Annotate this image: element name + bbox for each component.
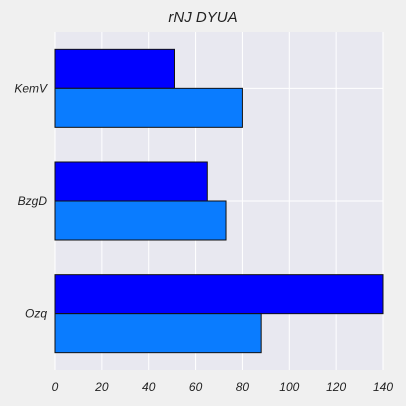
x-tick-label-6: 120 — [326, 380, 346, 394]
x-tick-label-1: 20 — [94, 380, 109, 394]
x-tick-label-0: 0 — [52, 380, 59, 394]
bar-bzgd-series-2 — [54, 161, 208, 202]
x-tick-label-7: 140 — [373, 380, 393, 394]
bar-bzgd-series-1 — [54, 200, 227, 241]
y-tick-label-kemv: KemV — [14, 81, 48, 95]
y-tick-label-bzgd: BzgD — [18, 194, 48, 208]
bar-ozq-series-2 — [54, 274, 384, 315]
y-tick-label-ozq: Ozq — [25, 307, 47, 321]
bar-kemv-series-2 — [54, 48, 175, 89]
chart-title: rNJ DYUA — [168, 9, 238, 26]
x-tick-label-3: 60 — [189, 380, 203, 394]
x-tick-label-4: 80 — [236, 380, 250, 394]
x-tick-label-2: 40 — [142, 380, 156, 394]
bar-kemv-series-1 — [54, 87, 243, 128]
bar-ozq-series-1 — [54, 313, 262, 354]
x-tick-label-5: 100 — [279, 380, 299, 394]
